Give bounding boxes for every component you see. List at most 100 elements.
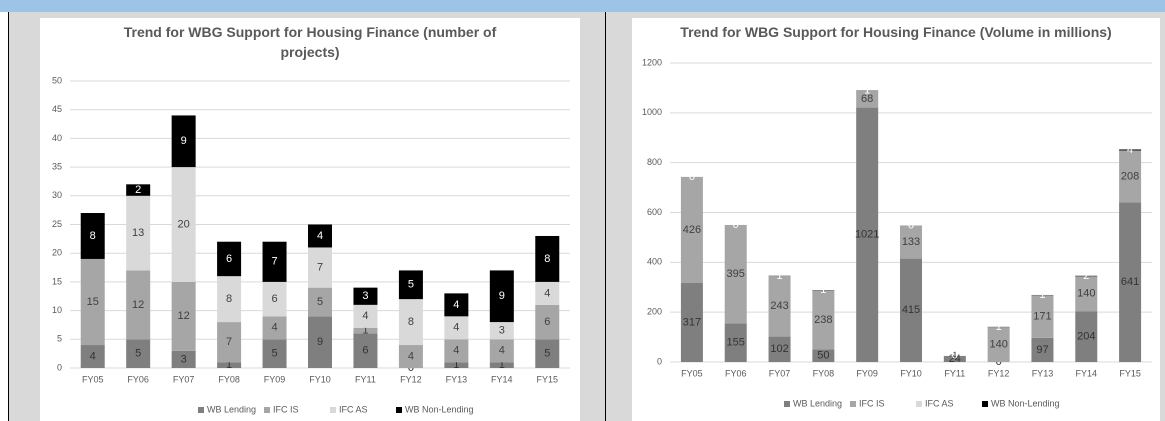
title-box: Trend for WBG Support for Housing Financ… (680, 24, 1112, 40)
data-label: 20 (178, 218, 190, 230)
legend-swatch (264, 407, 270, 413)
legend-label: IFC IS (273, 404, 299, 414)
data-label: 7 (271, 256, 277, 268)
legend-label: WB Lending (207, 404, 256, 414)
y-tick-label: 10 (52, 305, 62, 315)
bar-segment (171, 350, 196, 368)
chart-title: Trend for WBG Support for Housing Financ… (680, 24, 1112, 40)
data-label: 238 (814, 314, 832, 326)
bar-segment (900, 258, 922, 362)
data-label: 4 (453, 322, 459, 334)
bar-segment (171, 167, 196, 282)
bar-segment (126, 195, 151, 271)
bar-segment (489, 362, 514, 368)
bar-segment (80, 258, 105, 346)
bar-segment (724, 224, 747, 324)
data-label: 9 (499, 290, 505, 302)
bar-segment (308, 316, 332, 368)
chart-title: Trend for WBG Support for Housing Financ… (123, 24, 497, 60)
y-tick-label: 50 (52, 75, 62, 85)
data-label: 4 (90, 350, 96, 362)
data-label: 8 (226, 293, 232, 305)
bar-segment (398, 270, 423, 300)
data-label: 1 (952, 350, 958, 362)
data-label: 243 (770, 300, 788, 312)
y-tick-label: 25 (52, 219, 62, 229)
y-tick-label: 0 (657, 356, 662, 366)
legend-swatch (784, 401, 790, 407)
y-tick-label: 1000 (642, 107, 662, 117)
bar-segment (444, 362, 469, 368)
data-label: 1 (996, 321, 1002, 333)
bar-segment (724, 323, 747, 362)
data-label: 6 (226, 253, 232, 265)
y-tick-label: 35 (52, 161, 62, 171)
x-tick-label: FY11 (944, 368, 965, 378)
legend-swatch (982, 401, 988, 407)
legend-swatch (916, 401, 922, 407)
bar-segment (943, 356, 966, 362)
bar-segment (353, 327, 378, 334)
bar-segment (308, 287, 332, 317)
bar-segment (1119, 150, 1142, 203)
x-tick-label: FY15 (1119, 368, 1141, 378)
x-tick-label: FY15 (537, 374, 559, 384)
x-tick-label: FY10 (900, 368, 922, 378)
data-label: 0 (952, 350, 958, 362)
data-label: 1 (226, 359, 232, 371)
data-label: 13 (132, 227, 144, 239)
x-tick-label: FY08 (218, 374, 240, 384)
header-band (0, 0, 1165, 12)
bar-segment (262, 316, 287, 340)
chart: Trend for WBG Support for Housing Financ… (632, 18, 1160, 421)
data-label: 50 (817, 350, 829, 362)
legend-label: IFC AS (925, 398, 954, 408)
x-tick-label: FY13 (1032, 368, 1054, 378)
x-tick-label: FY06 (127, 374, 149, 384)
legend-label: WB Lending (793, 398, 842, 408)
x-tick-label: FY07 (769, 368, 791, 378)
data-label: 208 (1121, 170, 1139, 182)
y-tick-label: 0 (57, 362, 62, 372)
legend-label: WB Non-Lending (991, 398, 1060, 408)
data-label: 2 (1083, 270, 1089, 282)
bar-segment (856, 90, 879, 108)
data-label: 15 (87, 296, 99, 308)
bar-segment (812, 290, 835, 350)
data-label: 2 (135, 184, 141, 196)
data-label: 415 (902, 304, 920, 316)
bar-segment (1075, 276, 1098, 312)
data-label: 3 (181, 353, 187, 365)
data-label: 7 (226, 336, 232, 348)
data-label: 140 (989, 338, 1007, 350)
bar-segment (308, 224, 332, 248)
data-label: 8 (408, 316, 414, 328)
data-label: 1 (499, 359, 505, 371)
bar-segment (262, 241, 287, 282)
y-tick-label: 400 (647, 257, 662, 267)
x-tick-label: FY09 (856, 368, 878, 378)
y-tick-label: 30 (52, 190, 62, 200)
bar-segment (217, 276, 242, 323)
bar-segment (535, 235, 560, 282)
bar-segment (126, 339, 151, 368)
bar-segment (444, 339, 469, 363)
y-tick-label: 45 (52, 104, 62, 114)
data-label: 4 (408, 350, 414, 362)
bar-segment (217, 241, 242, 277)
data-label: 9 (317, 336, 323, 348)
bar-segment (80, 213, 105, 259)
bar-segment (217, 362, 242, 368)
y-tick-label: 20 (52, 248, 62, 258)
data-label: 6 (544, 316, 550, 328)
data-label: 1 (1039, 289, 1045, 301)
bar-segment (353, 333, 378, 368)
data-label: 4 (544, 287, 550, 299)
title-box: Trend for WBG Support for Housing Financ… (123, 24, 497, 60)
data-label: 5 (544, 348, 550, 360)
bar-segment (262, 281, 287, 317)
x-tick-label: FY05 (82, 374, 104, 384)
data-label: 5 (135, 348, 141, 360)
x-tick-label: FY14 (1076, 368, 1098, 378)
